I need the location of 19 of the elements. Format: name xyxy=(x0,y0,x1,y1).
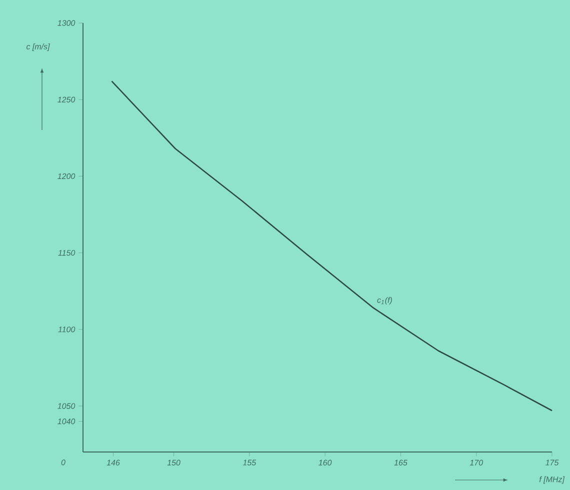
x-tick-label: 160 xyxy=(318,460,332,466)
x-tick-label: 146 xyxy=(106,460,120,466)
y-tick-label: 1250 xyxy=(58,96,76,102)
x-tick-label: 150 xyxy=(167,460,180,466)
y-tick-label: 1100 xyxy=(58,326,76,332)
y-tick-label: 1300 xyxy=(58,20,76,26)
x-axis-title: f [MHz] xyxy=(539,476,565,484)
text: 0 xyxy=(61,460,66,466)
x-tick-label: 165 xyxy=(394,460,408,466)
series-label: c$_{1}$(f) xyxy=(377,296,392,304)
y-tick-label: 1150 xyxy=(58,250,76,256)
y-tick-label: 1050 xyxy=(58,403,76,409)
y-tick-label: 1040 xyxy=(58,418,76,424)
y-axis-title: c [m/s] xyxy=(26,44,50,51)
y-tick-label: 1200 xyxy=(58,173,76,180)
x-tick-label: 155 xyxy=(242,460,256,466)
line-series xyxy=(111,80,553,412)
x-tick-label: 170 xyxy=(470,460,483,466)
x-tick-label: 175 xyxy=(546,460,559,466)
